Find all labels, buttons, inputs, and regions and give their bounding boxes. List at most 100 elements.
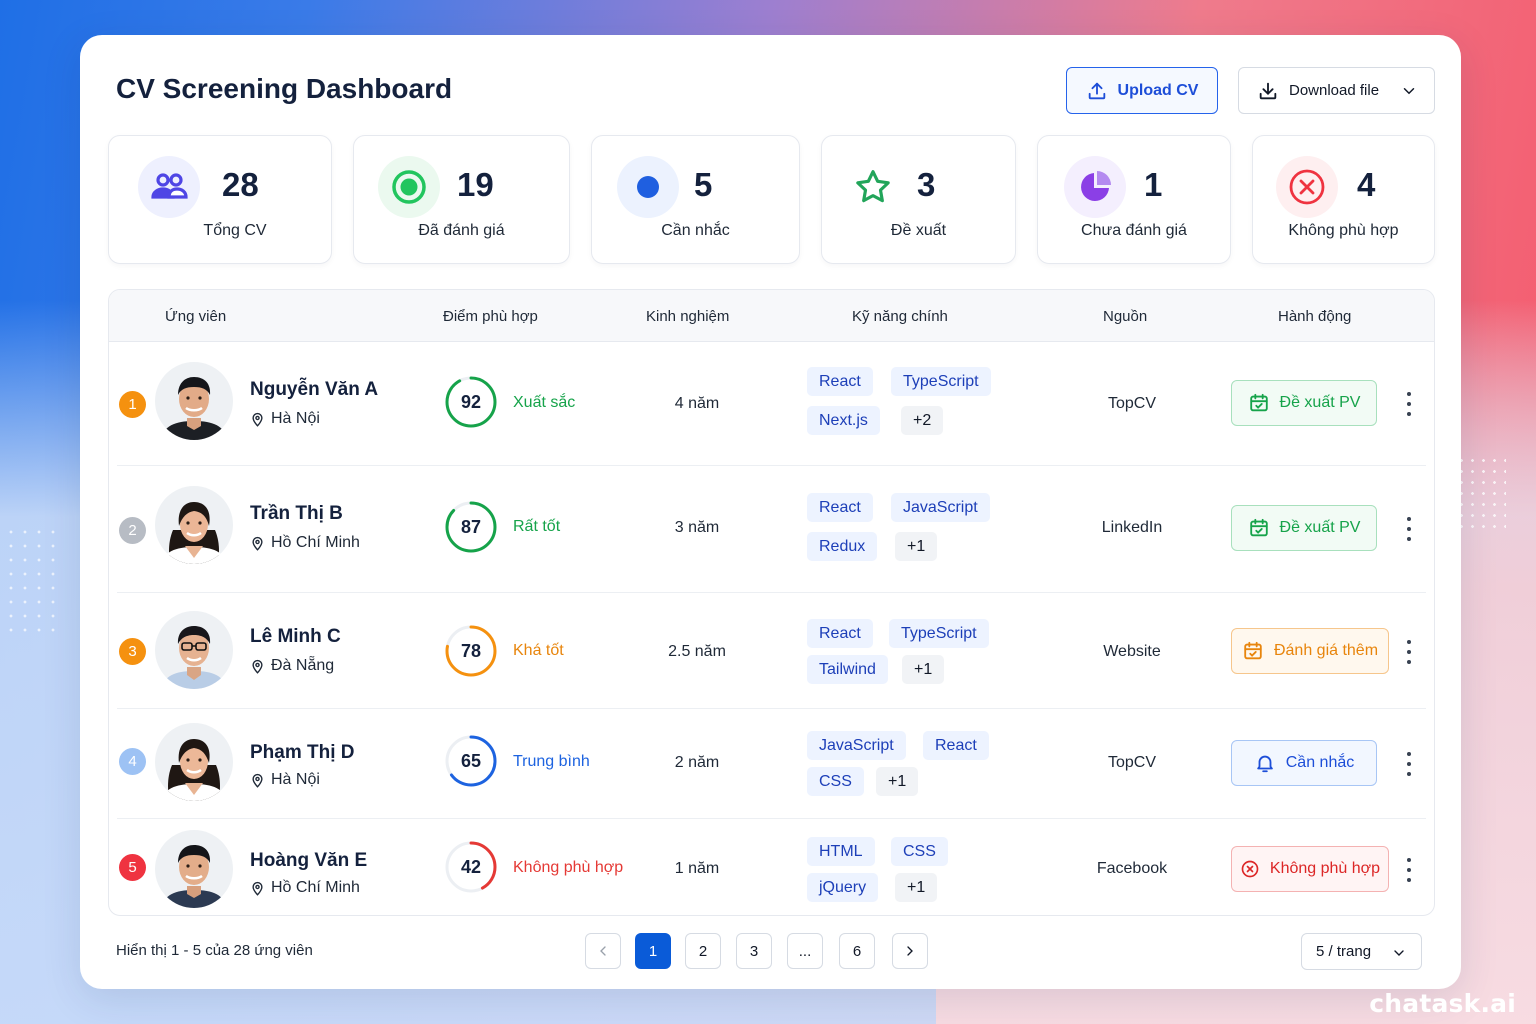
action-label: Đề xuất PV	[1279, 394, 1361, 411]
score-value: 87	[460, 516, 482, 537]
source: Website	[1103, 643, 1161, 660]
page-title: CV Screening Dashboard	[116, 73, 453, 104]
page-size-value: 5 / trang	[1316, 943, 1372, 960]
page-size-select[interactable]: 5 / trang	[1301, 933, 1422, 970]
page-3-button[interactable]: 3	[736, 933, 772, 969]
brand-watermark: chatask.ai	[1369, 989, 1516, 1018]
more-options-icon[interactable]	[1399, 858, 1419, 882]
next-page-button[interactable]	[892, 933, 928, 969]
header-source: Nguồn	[1103, 308, 1148, 325]
more-options-icon[interactable]	[1399, 392, 1419, 416]
score-grade: Không phù hợp	[513, 859, 624, 876]
table-row[interactable]: 4 Phạm Thị D Hà Nội 65 Trung bình 2 năm …	[117, 709, 1426, 819]
dot-icon	[617, 156, 679, 218]
stat-card-unfit: 4 Không phù hợp	[1252, 135, 1435, 264]
location-text: Hồ Chí Minh	[271, 879, 360, 896]
candidate-location: Hà Nội	[250, 771, 320, 789]
score-ring: 87	[444, 500, 498, 554]
page-2-button[interactable]: 2	[685, 933, 721, 969]
chevron-down-icon	[1403, 88, 1415, 95]
x-circle-icon	[1276, 156, 1338, 218]
skill-tag: Redux	[807, 532, 878, 561]
score-arc	[445, 735, 497, 787]
stat-card-consider: 5 Cần nhắc	[591, 135, 800, 264]
recommend-interview-button[interactable]: Đề xuất PV	[1231, 380, 1377, 426]
prev-page-button[interactable]	[585, 933, 621, 969]
candidate-name[interactable]: Nguyễn Văn A	[250, 379, 379, 400]
score-ring: 92	[444, 375, 498, 429]
stat-recommended-label: Đề xuất	[890, 222, 947, 239]
action-label: Không phù hợp	[1269, 860, 1381, 877]
experience: 1 năm	[674, 860, 720, 877]
action-label: Cần nhắc	[1285, 754, 1355, 771]
skill-more-tag: +2	[901, 406, 944, 435]
score-ring: 42	[444, 840, 498, 894]
stat-card-recommended: 3 Đề xuất	[821, 135, 1016, 264]
avatar	[155, 611, 233, 689]
stat-consider-label: Cần nhắc	[661, 222, 730, 239]
skill-tag: CSS	[891, 837, 948, 866]
skill-more-tag: +1	[895, 532, 938, 561]
experience: 2 năm	[674, 754, 720, 771]
score-value: 78	[460, 640, 482, 661]
more-options-icon[interactable]	[1399, 640, 1419, 664]
rank-badge: 2	[119, 517, 146, 544]
upload-cv-button[interactable]: Upload CV	[1066, 67, 1218, 114]
source: LinkedIn	[1101, 519, 1163, 536]
score-value: 42	[460, 856, 482, 877]
dashboard-card: CV Screening Dashboard Upload CV Downloa…	[80, 35, 1461, 989]
chevron-right-icon	[907, 946, 913, 956]
score-arc	[445, 501, 497, 553]
skill-tag: Tailwind	[807, 655, 888, 684]
map-pin-icon	[252, 659, 263, 674]
further-review-button[interactable]: Đánh giá thêm	[1231, 628, 1389, 674]
rank-badge: 4	[119, 748, 146, 775]
stat-unfit-label: Không phù hợp	[1288, 222, 1399, 239]
map-pin-icon	[252, 536, 263, 551]
table-row[interactable]: 2 Trần Thị B Hồ Chí Minh 87 Rất tốt 3 nă…	[117, 466, 1426, 593]
download-file-dropdown[interactable]: Download file	[1238, 67, 1435, 114]
table-row[interactable]: 3 Lê Minh C Đà Nẵng 78 Khá tốt 2.5 năm R…	[117, 593, 1426, 709]
stat-unreviewed-value: 1	[1144, 166, 1163, 203]
candidate-name[interactable]: Lê Minh C	[250, 626, 341, 647]
page-6-button[interactable]: 6	[839, 933, 875, 969]
download-file-label: Download file	[1289, 82, 1380, 99]
skill-more-tag: +1	[876, 767, 919, 796]
candidate-name[interactable]: Hoàng Văn E	[250, 850, 368, 871]
candidate-location: Hà Nội	[250, 410, 320, 428]
chevron-left-icon	[600, 946, 606, 956]
skill-more-tag: +1	[895, 873, 938, 902]
map-pin-icon	[252, 881, 263, 896]
bell-icon	[1256, 755, 1273, 773]
rank-badge: 1	[119, 391, 146, 418]
source: TopCV	[1107, 754, 1157, 771]
rank-badge: 3	[119, 638, 146, 665]
location-text: Hồ Chí Minh	[271, 534, 360, 551]
consider-button[interactable]: Cần nhắc	[1231, 740, 1377, 786]
avatar	[155, 362, 233, 440]
radio-target-icon	[378, 156, 440, 218]
score-arc	[445, 376, 497, 428]
action-label: Đề xuất PV	[1279, 519, 1361, 536]
skill-tag: TypeScript	[889, 619, 989, 648]
users-icon	[138, 156, 200, 218]
candidate-name[interactable]: Phạm Thị D	[250, 742, 355, 763]
rank-badge: 5	[119, 854, 146, 881]
map-pin-icon	[252, 412, 263, 427]
page-1-button[interactable]: 1	[635, 933, 671, 969]
not-suitable-button[interactable]: Không phù hợp	[1231, 846, 1389, 892]
table-row[interactable]: 1 Nguyễn Văn A Hà Nội 92 Xuất sắc 4 năm …	[117, 342, 1426, 466]
header-experience: Kinh nghiệm	[646, 308, 730, 325]
stat-recommended-value: 3	[917, 166, 936, 203]
more-options-icon[interactable]	[1399, 752, 1419, 776]
page-ellipsis[interactable]: ...	[787, 933, 823, 969]
calendar-check-icon	[1249, 393, 1268, 412]
location-text: Hà Nội	[271, 771, 320, 788]
recommend-interview-button[interactable]: Đề xuất PV	[1231, 505, 1377, 551]
table-header: Ứng viên Điểm phù hợp Kinh nghiệm Kỹ năn…	[109, 290, 1434, 342]
table-row[interactable]: 5 Hoàng Văn E Hồ Chí Minh 42 Không phù h…	[117, 819, 1426, 915]
candidates-table: Ứng viên Điểm phù hợp Kinh nghiệm Kỹ năn…	[108, 289, 1435, 916]
more-options-icon[interactable]	[1399, 517, 1419, 541]
header-actions: Hành động	[1278, 308, 1352, 325]
candidate-name[interactable]: Trần Thị B	[250, 503, 343, 524]
